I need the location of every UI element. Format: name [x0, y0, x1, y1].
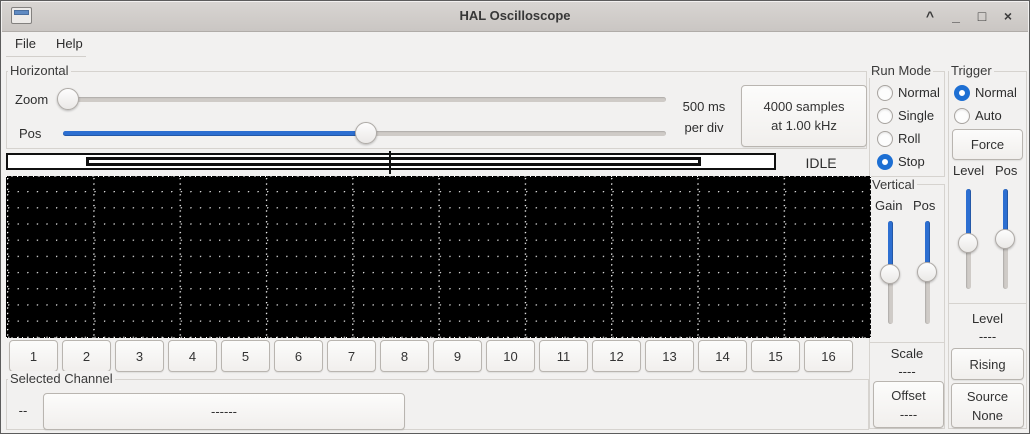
trigger-source-button-line1: Source	[966, 388, 1009, 404]
trigger-label-normal[interactable]: Normal	[975, 85, 1017, 100]
run-mode-radio-normal[interactable]	[877, 85, 893, 101]
trigger-source-button-line2: None	[971, 407, 1004, 423]
vertical-pos-slider-fill	[925, 221, 930, 264]
selected-channel-frame	[6, 379, 869, 430]
trigger-level-readout-value: ----	[978, 329, 997, 344]
run-mode-label-stop[interactable]: Stop	[898, 154, 925, 169]
trigger-pos-slider-label: Pos	[995, 163, 1018, 178]
run-mode-label-normal[interactable]: Normal	[898, 85, 940, 100]
run-mode-radio-single[interactable]	[877, 108, 893, 124]
run-mode-frame-label: Run Mode	[869, 63, 933, 78]
selected-channel-number: --	[18, 403, 28, 418]
trigger-position-tick	[389, 151, 391, 174]
horizontal-frame-label: Horizontal	[8, 63, 71, 78]
selected-channel-source-button[interactable]: ------	[43, 393, 405, 430]
trigger-source-button[interactable]: Source None	[951, 383, 1024, 428]
run-mode-label-single[interactable]: Single	[898, 108, 935, 123]
channel-button-9[interactable]: 9	[433, 340, 482, 372]
channel-button-1[interactable]: 1	[9, 340, 58, 372]
vertical-gain-slider-handle[interactable]	[880, 264, 900, 284]
menu-help[interactable]: Help	[56, 36, 83, 51]
channel-button-3[interactable]: 3	[115, 340, 164, 372]
channel-button-12[interactable]: 12	[592, 340, 641, 372]
run-mode-radio-stop[interactable]	[877, 154, 893, 170]
trigger-level-slider-handle[interactable]	[958, 233, 978, 253]
record-progress-bar	[6, 153, 776, 170]
channel-button-7[interactable]: 7	[327, 340, 376, 372]
vertical-offset-button-line1: Offset	[891, 387, 926, 403]
trigger-radio-auto[interactable]	[954, 108, 970, 124]
vertical-offset-button[interactable]: Offset ----	[873, 381, 944, 428]
samples-button-line1: 4000 samples	[763, 99, 845, 114]
vertical-offset-button-line2: ----	[899, 406, 918, 422]
app-window-icon	[11, 7, 32, 24]
vertical-scale-label: Scale	[890, 346, 924, 361]
timebase-readout-line2: per div	[684, 120, 724, 135]
timebase-readout-line1: 500 ms	[682, 99, 726, 114]
run-mode-radio-roll[interactable]	[877, 131, 893, 147]
channel-button-6[interactable]: 6	[274, 340, 323, 372]
horizontal-frame	[6, 71, 867, 149]
trigger-pos-slider-fill	[1003, 189, 1008, 237]
channel-button-11[interactable]: 11	[539, 340, 588, 372]
vertical-frame-label: Vertical	[870, 177, 917, 192]
samples-button[interactable]: 4000 samples at 1.00 kHz	[741, 85, 867, 147]
trigger-divider	[949, 303, 1026, 304]
shade-button[interactable]: ^	[925, 8, 935, 24]
channel-button-14[interactable]: 14	[698, 340, 747, 372]
pos-slider-label: Pos	[19, 126, 42, 141]
zoom-slider-label: Zoom	[15, 92, 49, 107]
trigger-label-auto[interactable]: Auto	[975, 108, 1002, 123]
channel-button-4[interactable]: 4	[168, 340, 217, 372]
trigger-edge-button[interactable]: Rising	[951, 348, 1024, 380]
menu-bar: File Help	[2, 31, 1028, 57]
channel-button-13[interactable]: 13	[645, 340, 694, 372]
channel-button-16[interactable]: 16	[804, 340, 853, 372]
selected-channel-frame-label: Selected Channel	[8, 371, 115, 386]
vertical-divider	[870, 342, 944, 343]
vertical-pos-slider-handle[interactable]	[917, 262, 937, 282]
trigger-level-readout-label: Level	[971, 311, 1004, 326]
pos-slider-handle[interactable]	[355, 122, 377, 144]
trigger-level-slider-label: Level	[953, 163, 985, 178]
maximize-button[interactable]: □	[977, 8, 987, 24]
channel-button-2[interactable]: 2	[62, 340, 111, 372]
channel-button-5[interactable]: 5	[221, 340, 270, 372]
title-bar[interactable]: HAL Oscilloscope ^ _ □ ×	[2, 2, 1028, 32]
close-button[interactable]: ×	[1003, 8, 1013, 24]
scope-display[interactable]	[6, 176, 871, 338]
pos-slider-fill	[63, 131, 366, 136]
vertical-scale-value: ----	[898, 364, 916, 379]
samples-button-line2: at 1.00 kHz	[771, 118, 837, 133]
channel-button-15[interactable]: 15	[751, 340, 800, 372]
channel-button-10[interactable]: 10	[486, 340, 535, 372]
status-label: IDLE	[805, 155, 837, 171]
record-window-indicator	[86, 157, 701, 166]
vertical-pos-slider-label: Pos	[913, 198, 936, 213]
trigger-pos-slider-handle[interactable]	[995, 229, 1015, 249]
trigger-frame-label: Trigger	[949, 63, 994, 78]
timebase-readout: 500 ms per div	[673, 96, 735, 138]
menubar-divider	[6, 56, 86, 57]
zoom-slider-track[interactable]	[65, 97, 666, 102]
channel-button-8[interactable]: 8	[380, 340, 429, 372]
run-mode-label-roll[interactable]: Roll	[898, 131, 921, 146]
vertical-gain-slider-label: Gain	[875, 198, 903, 213]
zoom-slider-handle[interactable]	[57, 88, 79, 110]
trigger-radio-normal[interactable]	[954, 85, 970, 101]
vertical-gain-slider-fill	[888, 221, 893, 266]
window-title: HAL Oscilloscope	[459, 8, 571, 23]
trigger-level-slider-fill	[966, 189, 971, 241]
menu-file[interactable]: File	[15, 36, 36, 51]
minimize-button[interactable]: _	[952, 8, 960, 24]
force-button[interactable]: Force	[952, 129, 1023, 160]
